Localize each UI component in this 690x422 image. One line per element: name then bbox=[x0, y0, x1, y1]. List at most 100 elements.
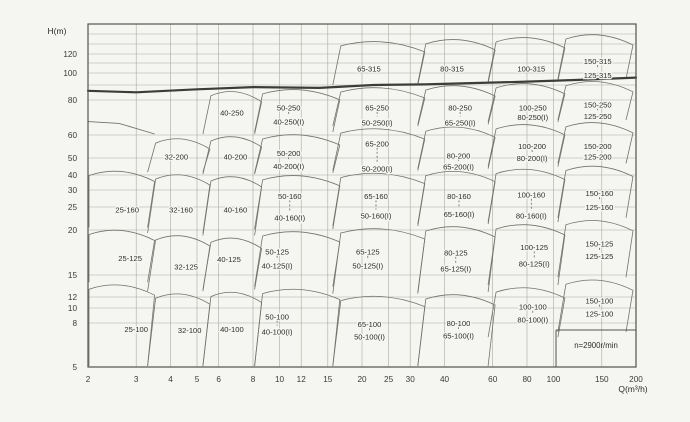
y-axis-title: H(m) bbox=[47, 26, 67, 36]
region-label: 80-250 bbox=[448, 104, 472, 113]
region-label: 40-160(I) bbox=[274, 214, 305, 223]
region-label: 65-100 bbox=[358, 320, 382, 329]
region-label: 50-250(I) bbox=[362, 118, 393, 127]
pump-region-outline bbox=[487, 124, 566, 167]
pump-region-outline bbox=[254, 231, 341, 287]
region-label: 65-100(I) bbox=[443, 331, 474, 340]
region-label: 80-250(I) bbox=[517, 113, 548, 122]
pump-region-outline bbox=[417, 171, 496, 225]
region-label: 50-100 bbox=[265, 312, 289, 321]
region-label: 150-160 bbox=[585, 189, 613, 198]
y-tick-label: 10 bbox=[68, 304, 78, 313]
y-tick-label: 5 bbox=[72, 363, 77, 372]
pump-region-outline bbox=[332, 295, 426, 367]
region-label: 40-200 bbox=[224, 153, 248, 162]
region-label: 100-250 bbox=[519, 104, 547, 113]
y-tick-label: 12 bbox=[68, 293, 78, 302]
pump-region-outline bbox=[88, 170, 155, 228]
region-label: 65-200(I) bbox=[443, 163, 474, 172]
y-tick-label: 40 bbox=[68, 171, 78, 180]
region-label: 40-100(I) bbox=[262, 327, 293, 336]
region-label: 100-200 bbox=[518, 142, 546, 151]
speed-annotation: n=2900r/min bbox=[574, 341, 618, 350]
pump-region-outline bbox=[487, 83, 566, 122]
x-tick-label: 25 bbox=[384, 375, 394, 384]
x-tick-label: 30 bbox=[406, 375, 416, 384]
envelope-fragment bbox=[87, 121, 155, 135]
region-label: 65-315 bbox=[357, 65, 381, 74]
pump-region-outline bbox=[417, 126, 496, 169]
region-label: 100-160 bbox=[517, 191, 545, 200]
pump-region-outline bbox=[88, 229, 155, 283]
pump-region-outline bbox=[202, 91, 262, 135]
x-tick-label: 80 bbox=[522, 375, 532, 384]
region-label: 80-315 bbox=[440, 65, 464, 74]
x-tick-label: 200 bbox=[629, 375, 643, 384]
pump-region-outline bbox=[417, 39, 496, 84]
region-label: 40-125 bbox=[217, 255, 241, 264]
region-label: 125-200 bbox=[584, 153, 612, 162]
region-label: 100-100 bbox=[519, 303, 547, 312]
x-axis-title: Q(m³/h) bbox=[618, 384, 648, 394]
region-label: 50-200(I) bbox=[362, 164, 393, 173]
pump-region-outline bbox=[557, 220, 634, 278]
y-tick-label: 50 bbox=[68, 154, 78, 163]
region-label: 80-100(I) bbox=[517, 316, 548, 325]
pump-region-outline bbox=[88, 284, 155, 367]
region-label: 80-100 bbox=[447, 319, 471, 328]
region-label: 100-125 bbox=[520, 243, 548, 252]
region-label: 150-250 bbox=[584, 101, 612, 110]
pump-region-outline bbox=[487, 37, 566, 81]
x-tick-label: 3 bbox=[134, 375, 139, 384]
pump-region-outline bbox=[557, 279, 634, 332]
x-tick-label: 100 bbox=[547, 375, 561, 384]
pump-region-outline bbox=[487, 168, 566, 223]
region-label: 65-125(I) bbox=[440, 265, 471, 274]
region-label: 80-125 bbox=[444, 249, 468, 258]
region-label: 25-100 bbox=[124, 325, 148, 334]
x-tick-label: 5 bbox=[195, 375, 200, 384]
x-tick-label: 40 bbox=[440, 375, 450, 384]
pump-region-outline bbox=[557, 165, 634, 218]
x-tick-label: 60 bbox=[488, 375, 498, 384]
x-tick-label: 20 bbox=[357, 375, 367, 384]
pump-region-outline bbox=[254, 89, 341, 133]
y-tick-label: 20 bbox=[68, 226, 78, 235]
y-tick-label: 100 bbox=[63, 69, 77, 78]
region-label: 100-315 bbox=[517, 65, 545, 74]
x-tick-label: 15 bbox=[323, 375, 333, 384]
x-tick-label: 12 bbox=[297, 375, 307, 384]
pump-region-outline bbox=[147, 138, 211, 173]
plot-border bbox=[87, 23, 637, 368]
pump-region-outline bbox=[254, 288, 341, 367]
region-label: 125-315 bbox=[584, 71, 612, 80]
region-label: 40-250(I) bbox=[273, 117, 304, 126]
region-label: 150-100 bbox=[585, 296, 613, 305]
region-label: 50-160(I) bbox=[361, 211, 392, 220]
region-label: 40-125(I) bbox=[262, 262, 293, 271]
pump-region-outline bbox=[332, 228, 426, 294]
region-label: 125-125 bbox=[585, 252, 613, 261]
region-label: 125-160 bbox=[585, 203, 613, 212]
y-tick-label: 80 bbox=[68, 96, 78, 105]
region-label: 80-200(I) bbox=[517, 154, 548, 163]
pump-region-outline bbox=[147, 174, 211, 234]
region-label: 65-125 bbox=[356, 248, 380, 257]
region-label: 50-200 bbox=[277, 149, 301, 158]
region-label: 80-160 bbox=[447, 192, 471, 201]
x-tick-label: 6 bbox=[216, 375, 221, 384]
x-tick-label: 150 bbox=[595, 375, 609, 384]
x-tick-label: 2 bbox=[86, 375, 91, 384]
region-label: 50-125(I) bbox=[352, 262, 383, 271]
region-label: 65-160(I) bbox=[444, 210, 475, 219]
envelope-curve bbox=[86, 76, 638, 94]
region-label: 40-100 bbox=[220, 325, 244, 334]
region-label: 40-160 bbox=[224, 206, 248, 215]
region-label: 32-125 bbox=[174, 263, 198, 272]
pump-region-outline bbox=[332, 128, 426, 171]
pump-region-outline bbox=[202, 237, 262, 290]
y-tick-label: 8 bbox=[72, 319, 77, 328]
region-label: 65-160 bbox=[364, 192, 388, 201]
